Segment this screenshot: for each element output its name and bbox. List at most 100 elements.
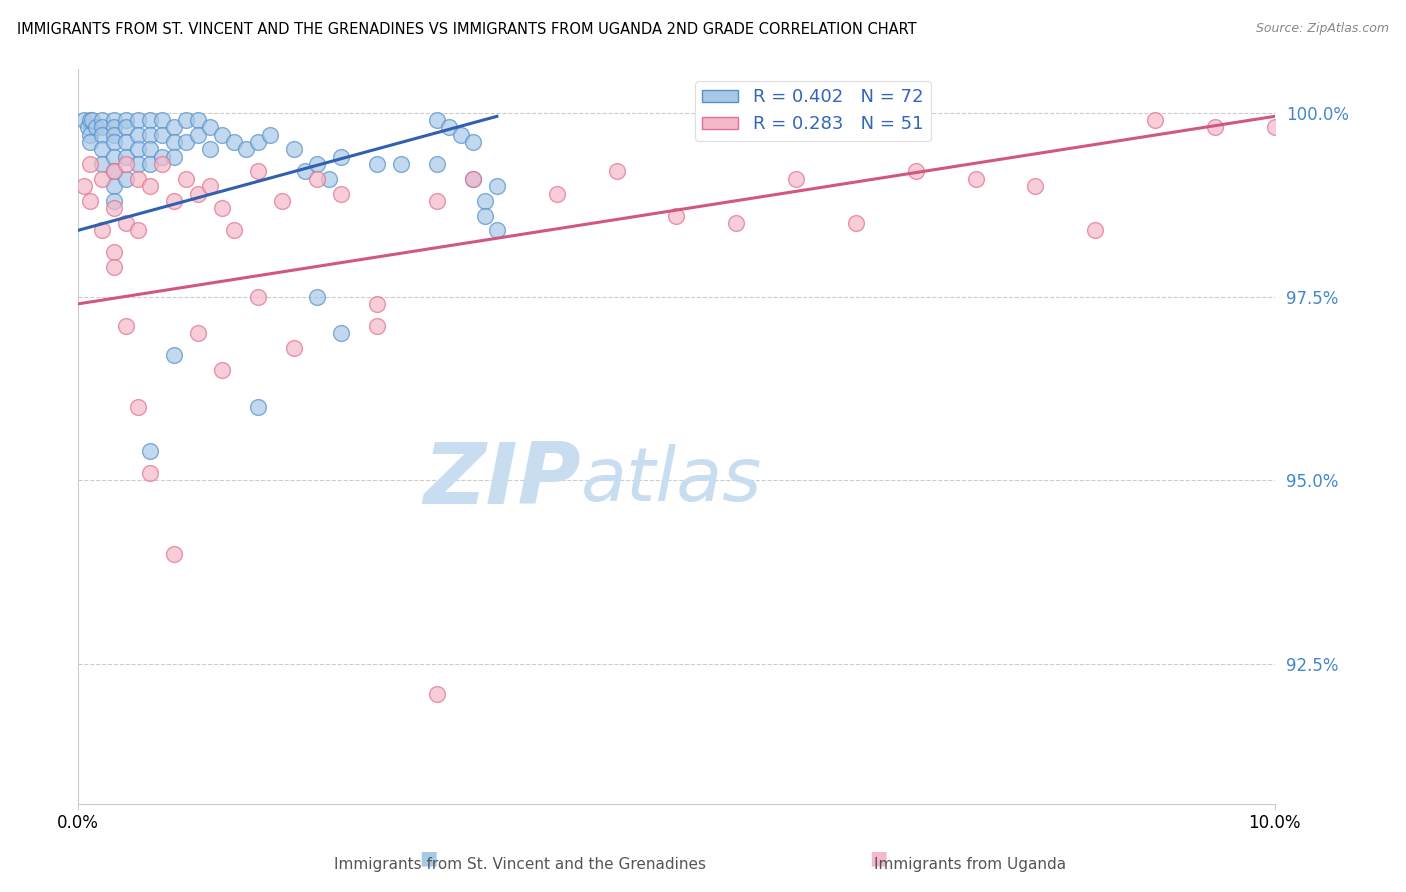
- Point: [139, 179, 162, 194]
- Point: [461, 135, 484, 149]
- Point: [283, 341, 305, 355]
- Point: [115, 216, 138, 230]
- Point: [103, 179, 125, 194]
- Point: [91, 223, 114, 237]
- Point: [115, 157, 138, 171]
- Legend: R = 0.402   N = 72, R = 0.283   N = 51: R = 0.402 N = 72, R = 0.283 N = 51: [695, 81, 931, 141]
- Point: [307, 171, 329, 186]
- Point: [163, 150, 186, 164]
- Point: [103, 164, 125, 178]
- Point: [79, 135, 101, 149]
- Point: [366, 297, 388, 311]
- Point: [461, 171, 484, 186]
- Point: [79, 128, 101, 142]
- Point: [270, 194, 292, 208]
- Point: [426, 113, 449, 128]
- Point: [127, 113, 149, 128]
- Point: [73, 113, 96, 128]
- Point: [546, 186, 568, 201]
- Point: [725, 216, 748, 230]
- Point: [115, 318, 138, 333]
- Point: [259, 128, 281, 142]
- Point: [91, 157, 114, 171]
- Text: Immigrants from Uganda: Immigrants from Uganda: [875, 857, 1066, 872]
- Point: [211, 201, 233, 215]
- Point: [150, 150, 173, 164]
- Point: [426, 687, 449, 701]
- Point: [474, 194, 496, 208]
- Point: [1204, 120, 1226, 135]
- Point: [330, 186, 353, 201]
- Point: [845, 216, 868, 230]
- Point: [139, 143, 162, 157]
- Point: [163, 547, 186, 561]
- Point: [115, 113, 138, 128]
- Point: [437, 120, 460, 135]
- Point: [246, 289, 269, 303]
- Point: [389, 157, 412, 171]
- Point: [115, 150, 138, 164]
- Point: [211, 128, 233, 142]
- Point: [307, 157, 329, 171]
- Point: [211, 363, 233, 377]
- Point: [485, 223, 508, 237]
- Point: [187, 128, 209, 142]
- Point: [91, 113, 114, 128]
- Point: [103, 201, 125, 215]
- Point: [163, 194, 186, 208]
- Point: [79, 157, 101, 171]
- Text: ■: ■: [869, 849, 889, 868]
- Point: [91, 171, 114, 186]
- Point: [330, 326, 353, 341]
- Point: [904, 164, 927, 178]
- Point: [103, 164, 125, 178]
- Point: [198, 179, 221, 194]
- Point: [450, 128, 472, 142]
- Point: [1144, 113, 1167, 128]
- Point: [103, 120, 125, 135]
- Point: [91, 143, 114, 157]
- Point: [139, 444, 162, 458]
- Point: [606, 164, 628, 178]
- Point: [103, 135, 125, 149]
- Point: [139, 128, 162, 142]
- Point: [115, 135, 138, 149]
- Point: [150, 157, 173, 171]
- Point: [115, 171, 138, 186]
- Point: [187, 326, 209, 341]
- Point: [79, 194, 101, 208]
- Point: [246, 164, 269, 178]
- Point: [139, 157, 162, 171]
- Point: [1084, 223, 1107, 237]
- Point: [198, 143, 221, 157]
- Point: [84, 120, 107, 135]
- Point: [150, 128, 173, 142]
- Text: atlas: atlas: [581, 444, 762, 516]
- Point: [307, 289, 329, 303]
- Point: [127, 171, 149, 186]
- Point: [330, 150, 353, 164]
- Point: [91, 128, 114, 142]
- Point: [127, 223, 149, 237]
- Point: [103, 260, 125, 274]
- Point: [127, 143, 149, 157]
- Text: Source: ZipAtlas.com: Source: ZipAtlas.com: [1256, 22, 1389, 36]
- Point: [187, 113, 209, 128]
- Point: [174, 113, 197, 128]
- Point: [103, 150, 125, 164]
- Point: [91, 120, 114, 135]
- Point: [222, 223, 245, 237]
- Point: [246, 135, 269, 149]
- Point: [103, 194, 125, 208]
- Point: [163, 120, 186, 135]
- Point: [73, 179, 96, 194]
- Point: [366, 318, 388, 333]
- Point: [127, 400, 149, 414]
- Point: [139, 113, 162, 128]
- Point: [103, 113, 125, 128]
- Point: [163, 135, 186, 149]
- Point: [174, 135, 197, 149]
- Point: [235, 143, 257, 157]
- Text: Immigrants from St. Vincent and the Grenadines: Immigrants from St. Vincent and the Gren…: [335, 857, 706, 872]
- Point: [174, 171, 197, 186]
